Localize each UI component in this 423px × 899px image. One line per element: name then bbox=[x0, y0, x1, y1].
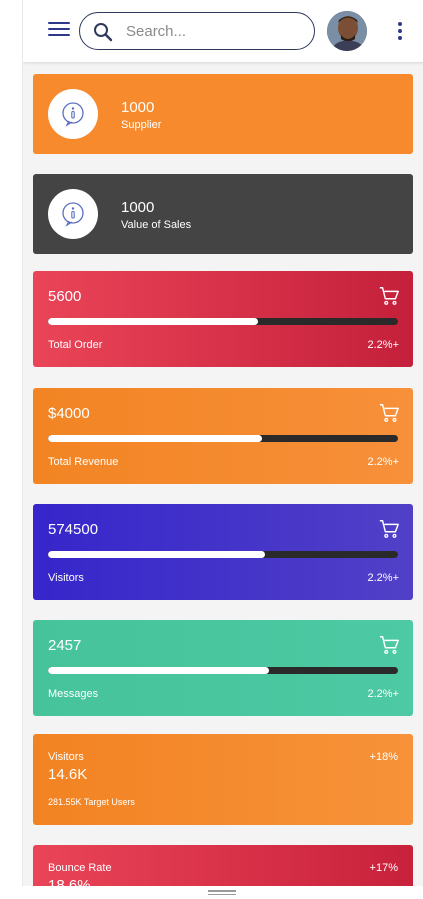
kpi-card-bounce-rate[interactable]: Bounce Rate +17% 18.6% bbox=[33, 845, 413, 886]
progress-bar-fill bbox=[48, 435, 262, 442]
stat-card-label: Messages bbox=[48, 688, 99, 700]
progress-bar-fill bbox=[48, 318, 258, 325]
stat-card-percent: 2.2%+ bbox=[367, 688, 400, 700]
top-app-bar bbox=[23, 0, 423, 62]
info-circle-icon bbox=[48, 89, 98, 139]
stat-card-value: 5600 bbox=[48, 288, 82, 305]
info-card-label: Supplier bbox=[121, 119, 162, 131]
kpi-card-subtitle: 281.55K Target Users bbox=[48, 797, 135, 807]
stat-card-total-order[interactable]: 5600 Total Order 2.2%+ bbox=[33, 271, 413, 367]
stat-card-messages[interactable]: 2457 Messages 2.2%+ bbox=[33, 620, 413, 716]
user-avatar[interactable] bbox=[327, 11, 367, 51]
progress-bar-fill bbox=[48, 551, 265, 558]
kpi-card-title: Bounce Rate bbox=[48, 862, 112, 874]
bottom-drag-handle[interactable] bbox=[208, 890, 236, 896]
info-card-supplier[interactable]: 1000 Supplier bbox=[33, 74, 413, 154]
cart-icon bbox=[379, 404, 399, 422]
kpi-card-change: +18% bbox=[369, 751, 398, 763]
kpi-card-visitors[interactable]: Visitors +18% 14.6K 281.55K Target Users bbox=[33, 734, 413, 825]
kpi-card-value: 18.6% bbox=[48, 877, 91, 886]
avatar-photo bbox=[327, 11, 367, 51]
stat-card-total-revenue[interactable]: $4000 Total Revenue 2.2%+ bbox=[33, 388, 413, 484]
search-input[interactable] bbox=[126, 21, 296, 41]
info-card-value: 1000 bbox=[121, 199, 155, 216]
stat-card-percent: 2.2%+ bbox=[367, 339, 400, 351]
progress-bar bbox=[48, 318, 398, 325]
search-bar[interactable] bbox=[79, 12, 315, 50]
info-card-label: Value of Sales bbox=[121, 219, 192, 231]
stat-card-percent: 2.2%+ bbox=[367, 572, 400, 584]
kpi-card-title: Visitors bbox=[48, 751, 84, 763]
stat-card-value: 2457 bbox=[48, 637, 82, 654]
stat-card-visitors[interactable]: 574500 Visitors 2.2%+ bbox=[33, 504, 413, 600]
progress-bar bbox=[48, 667, 398, 674]
hamburger-menu-icon[interactable] bbox=[48, 22, 70, 40]
progress-bar bbox=[48, 551, 398, 558]
stat-card-value: 574500 bbox=[48, 521, 99, 538]
info-card-value-of-sales[interactable]: 1000 Value of Sales bbox=[33, 174, 413, 254]
stat-card-label: Total Revenue bbox=[48, 456, 119, 468]
cart-icon bbox=[379, 287, 399, 305]
cart-icon bbox=[379, 636, 399, 654]
progress-bar-fill bbox=[48, 667, 269, 674]
search-icon bbox=[94, 23, 113, 42]
progress-bar bbox=[48, 435, 398, 442]
stat-card-value: $4000 bbox=[48, 405, 90, 422]
stat-card-label: Total Order bbox=[48, 339, 103, 351]
more-vertical-icon[interactable] bbox=[396, 22, 404, 42]
stat-card-percent: 2.2%+ bbox=[367, 456, 400, 468]
cart-icon bbox=[379, 520, 399, 538]
kpi-card-change: +17% bbox=[369, 862, 398, 874]
dashboard-app: 1000 Supplier 1000 Value of Sales 5600 T… bbox=[22, 0, 423, 886]
info-circle-icon bbox=[48, 189, 98, 239]
info-card-value: 1000 bbox=[121, 99, 155, 116]
kpi-card-value: 14.6K bbox=[48, 766, 88, 783]
stat-card-label: Visitors bbox=[48, 572, 84, 584]
